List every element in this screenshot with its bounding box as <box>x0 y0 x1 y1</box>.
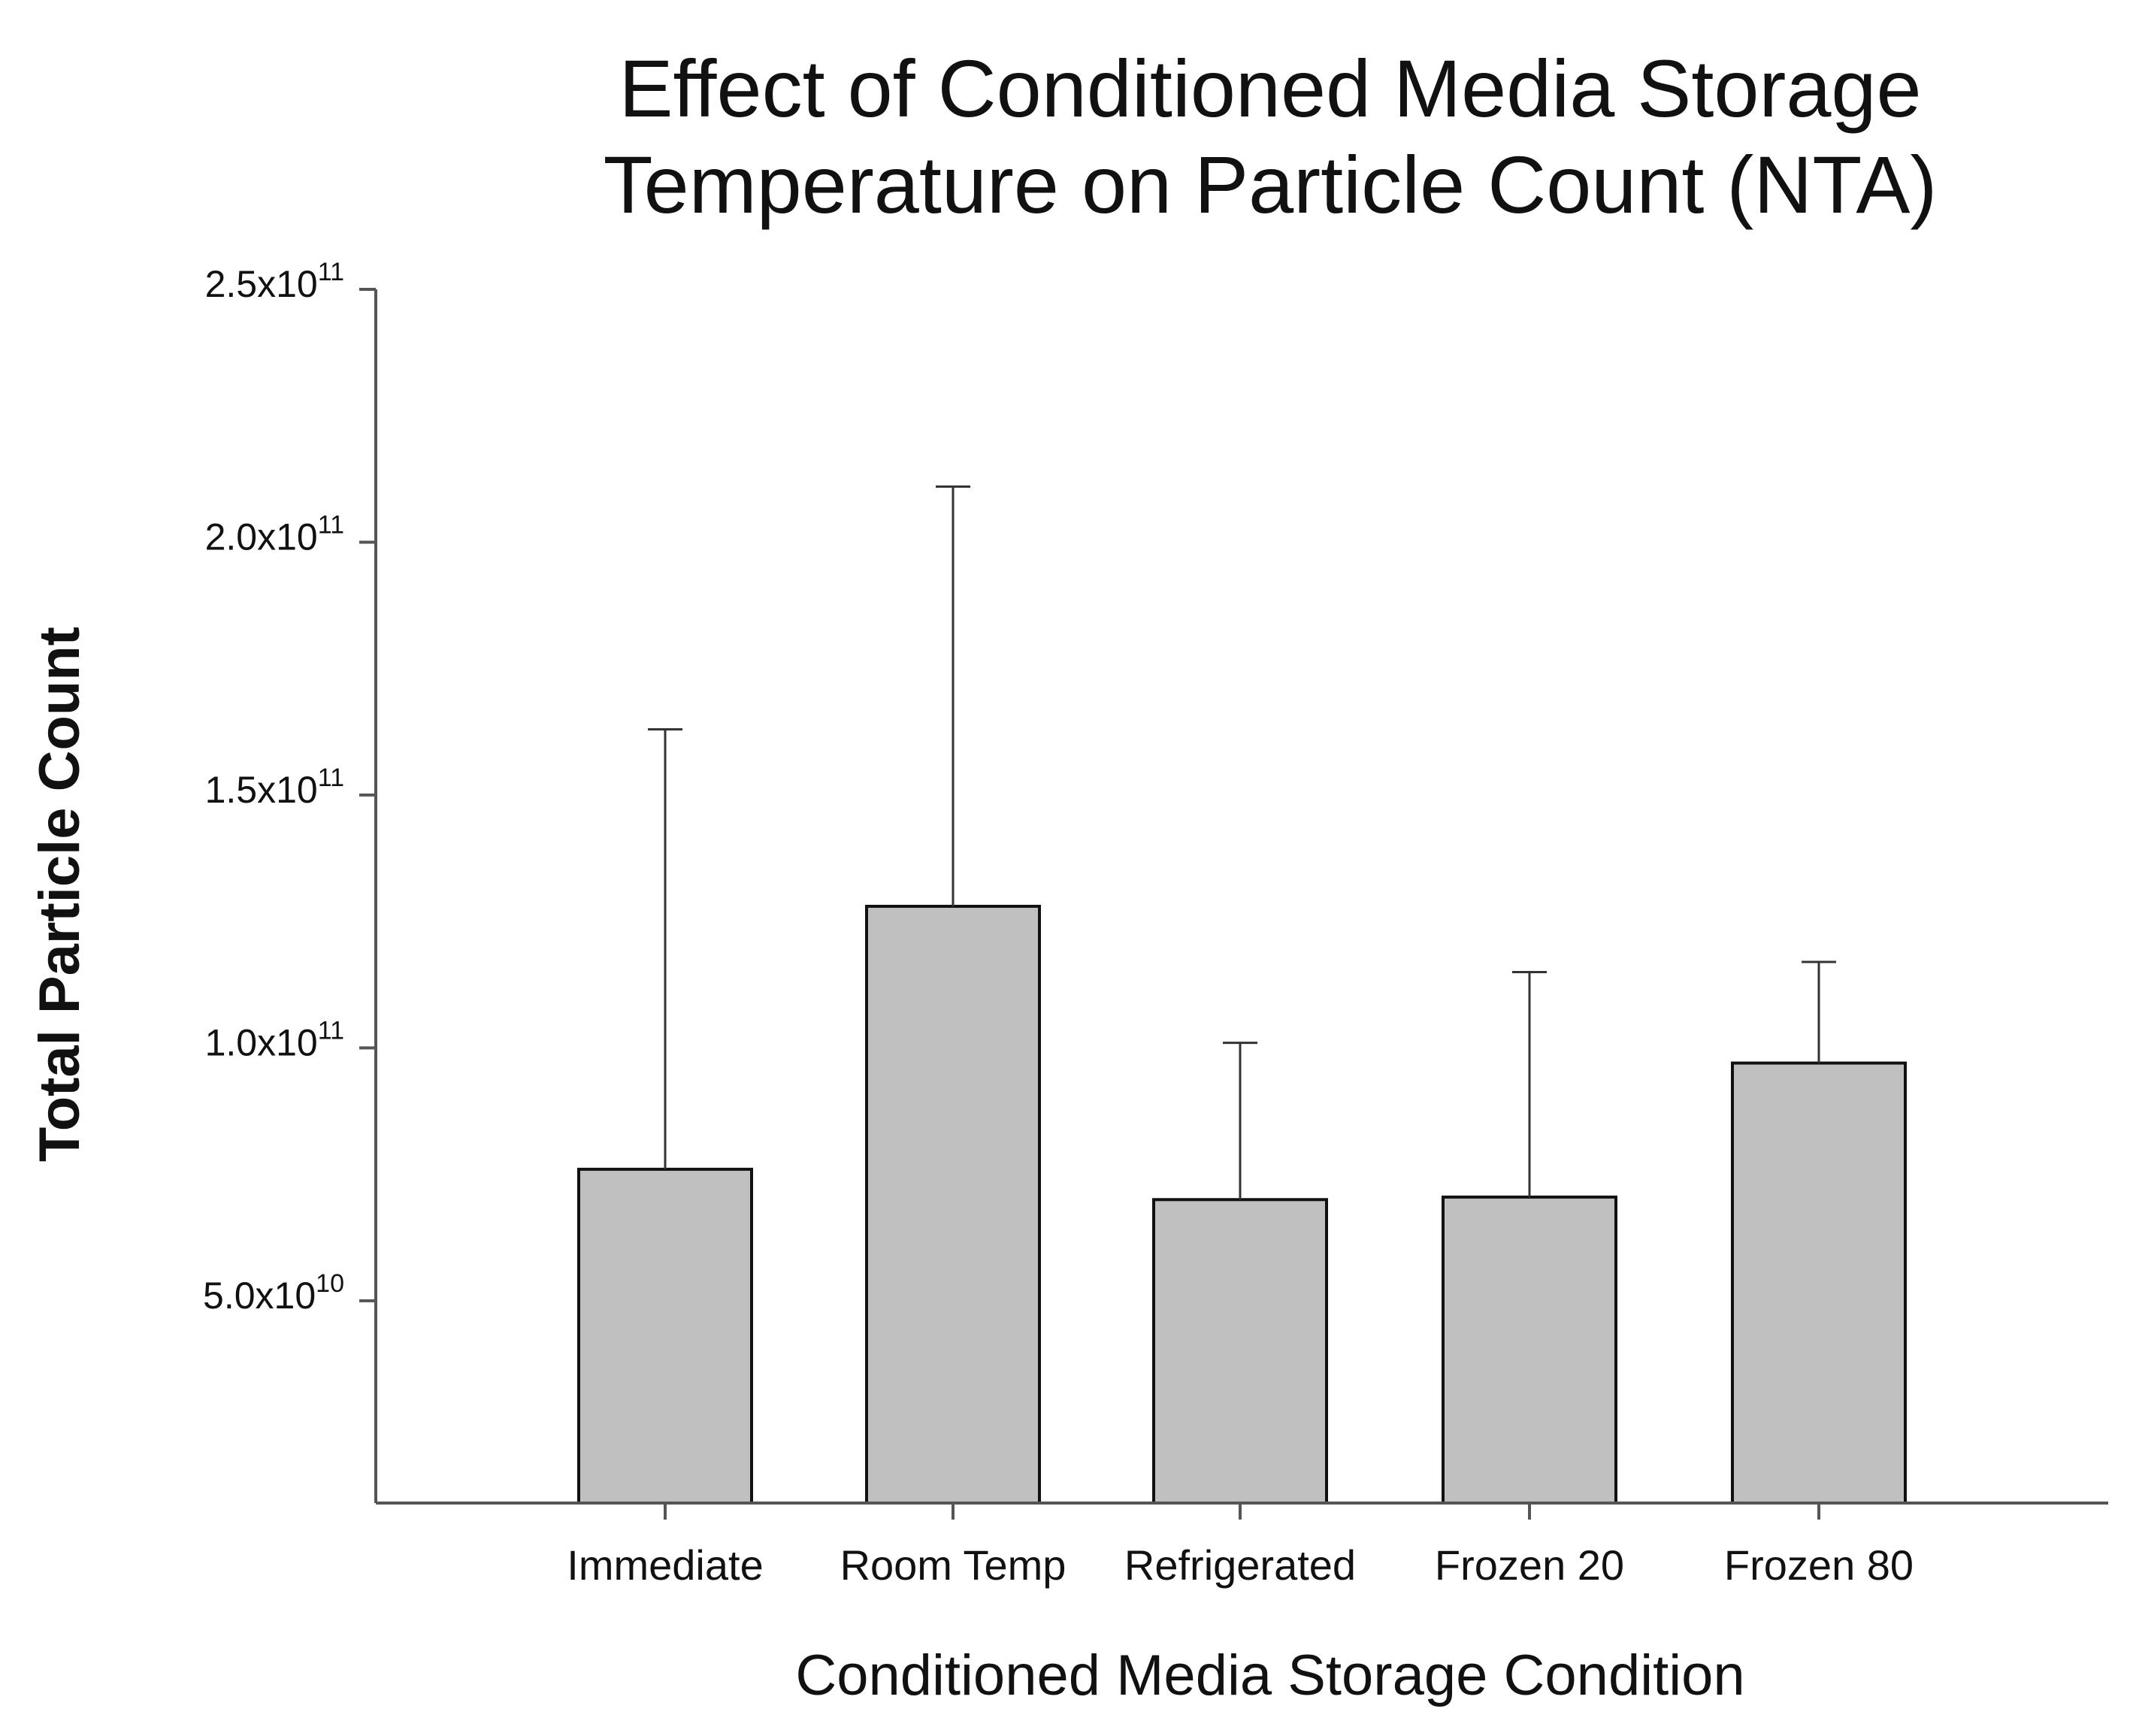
chart-title: Effect of Conditioned Media Storage Temp… <box>604 43 1938 230</box>
bar-room-temp <box>865 904 1041 1505</box>
bar-frozen-80 <box>1731 1061 1907 1505</box>
y-tick-label: 2.5x1011 <box>205 258 344 305</box>
y-tick-label: 2.0x1011 <box>205 510 344 558</box>
x-tick-label: Immediate <box>567 1541 763 1589</box>
chart-title-line-2: Temperature on Particle Count (NTA) <box>604 139 1938 230</box>
bar-frozen-20 <box>1442 1195 1617 1505</box>
x-axis-title: Conditioned Media Storage Condition <box>795 1644 1744 1707</box>
y-tick-label: 1.5x1011 <box>205 764 344 811</box>
bars-group <box>577 904 1907 1505</box>
y-axis-ticks: 5.0x1010 1.0x1011 1.5x1011 2.0x1011 2.5x1011 <box>203 258 376 1317</box>
x-axis-ticks: Immediate Room Temp Refrigerated Frozen 20 F… <box>567 1503 1914 1589</box>
x-tick-label: Frozen 20 <box>1435 1541 1624 1589</box>
bar-refrigerated <box>1152 1198 1328 1505</box>
error-bars-group <box>648 485 1836 1200</box>
x-tick-label: Frozen 80 <box>1724 1541 1914 1589</box>
x-tick-label: Refrigerated <box>1124 1541 1356 1589</box>
bar-immediate <box>577 1167 753 1505</box>
y-axis-title: Total Particle Count <box>28 627 92 1162</box>
x-tick-label: Room Temp <box>840 1541 1067 1589</box>
y-tick-label: 5.0x1010 <box>203 1269 344 1317</box>
chart-title-line-1: Effect of Conditioned Media Storage <box>619 43 1921 134</box>
y-tick-label: 1.0x1011 <box>205 1016 344 1063</box>
